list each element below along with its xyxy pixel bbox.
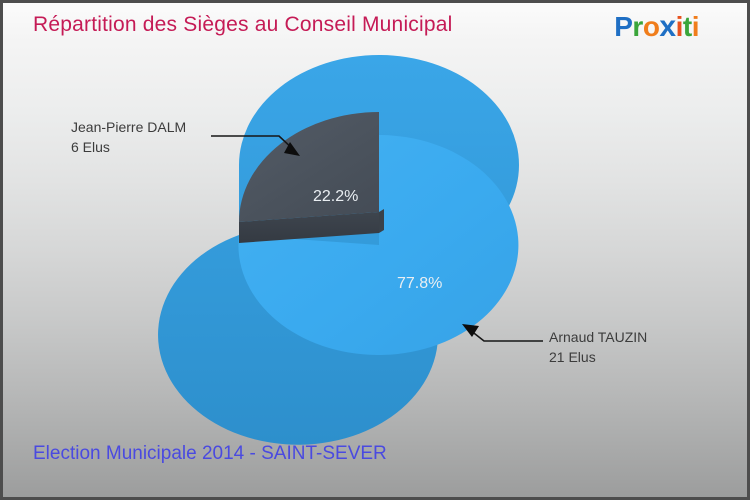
pie-chart [158,55,543,445]
callout-arrow-left [284,142,300,156]
pie-slice-gray[interactable] [239,112,384,243]
callout-left-name: Jean-Pierre DALM [71,119,187,135]
callout-right-seats: 21 Elus [549,349,596,366]
callout-arrow-right [462,324,479,337]
pie-slice-gray-side [239,212,379,243]
pie-slice-gray-side-right [379,209,384,233]
callout-left: Jean-Pierre DALM 6 Elus [71,117,186,158]
chart-footer-caption: Election Municipale 2014 - SAINT-SEVER [33,443,387,464]
logo-letter-t: t [682,11,692,42]
callout-left-seats: 6 Elus [71,139,110,156]
callout-right-name: Arnaud TAUZIN [549,329,648,345]
pie-slice-blue-top [238,135,519,355]
logo-letter-p: P [614,11,633,42]
pie-slice-gray-top [239,112,379,222]
callout-leader-left [211,135,300,156]
logo-letter-r: r [632,11,643,42]
logo-letter-i2: i [691,11,700,42]
logo-letter-i1: i [675,11,684,42]
logo-letter-o: o [642,11,660,42]
logo-letter-x: x [659,10,676,43]
callout-right: Arnaud TAUZIN 21 Elus [549,327,647,368]
pie-slice-blue[interactable] [158,55,519,445]
callout-leader-right [462,324,543,342]
proxiti-logo[interactable]: Proxiti [614,12,699,42]
page-title: Répartition des Sièges au Conseil Munici… [33,13,453,36]
